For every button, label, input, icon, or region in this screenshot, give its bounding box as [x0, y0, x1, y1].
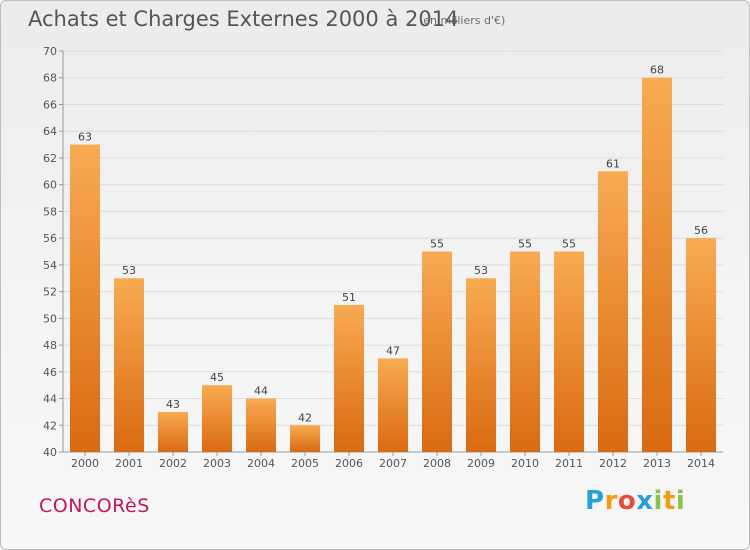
x-tick-label: 2014 — [687, 457, 715, 470]
bar — [378, 358, 408, 452]
y-tick-label: 44 — [43, 393, 57, 406]
data-label: 43 — [166, 398, 180, 411]
x-tick-labels: 2000 2001 2002 2003 2004 2005 2006 2007 2008 2009… — [71, 457, 715, 470]
data-label: 45 — [210, 371, 224, 384]
x-tick-label: 2012 — [599, 457, 627, 470]
logo-letter: x — [636, 486, 654, 516]
logo-letter: i — [653, 486, 663, 516]
y-tick-label: 42 — [43, 419, 57, 432]
bar — [598, 171, 628, 453]
x-tick-label: 2008 — [423, 457, 451, 470]
data-label: 63 — [78, 131, 92, 144]
y-tick-label: 60 — [43, 179, 57, 192]
data-label: 51 — [342, 291, 356, 304]
y-tick-label: 64 — [43, 125, 57, 138]
bar — [510, 251, 540, 452]
x-tick-label: 2009 — [467, 457, 495, 470]
bar — [202, 385, 232, 452]
data-label: 56 — [694, 224, 708, 237]
data-label: 55 — [518, 238, 532, 251]
data-label: 61 — [606, 157, 620, 170]
logo-letter: P — [585, 486, 605, 516]
data-label: 68 — [650, 64, 664, 77]
bar — [466, 278, 496, 452]
y-tick-label: 48 — [43, 339, 57, 352]
data-label: 55 — [562, 238, 576, 251]
data-label: 53 — [122, 264, 136, 277]
x-tick-label: 2000 — [71, 457, 99, 470]
bars — [70, 77, 716, 453]
y-tick-label: 52 — [43, 286, 57, 299]
y-tick-label: 62 — [43, 152, 57, 165]
x-tick-label: 2011 — [555, 457, 583, 470]
x-tick-label: 2010 — [511, 457, 539, 470]
logo-letter: i — [675, 486, 686, 516]
proxiti-logo: Proxiti — [585, 486, 685, 516]
bar — [334, 304, 364, 452]
y-tick-labels: 40 42 44 46 48 50 52 54 56 58 60 62 64 66 68 70 — [43, 45, 57, 459]
y-tick-label: 58 — [43, 205, 57, 218]
y-tick-label: 40 — [43, 446, 57, 459]
bar — [422, 251, 452, 452]
x-tick-label: 2004 — [247, 457, 275, 470]
x-tick-label: 2013 — [643, 457, 671, 470]
y-tick-label: 70 — [43, 45, 57, 58]
x-tick-label: 2001 — [115, 457, 143, 470]
bar — [70, 144, 100, 453]
bar — [290, 425, 320, 452]
y-tick-label: 50 — [43, 312, 57, 325]
y-tick-label: 54 — [43, 259, 57, 272]
data-label: 55 — [430, 238, 444, 251]
logo-letter: o — [617, 486, 637, 516]
bar — [686, 238, 716, 452]
logo-letter: t — [662, 486, 676, 516]
bar — [246, 398, 276, 452]
y-tick-label: 68 — [43, 72, 57, 85]
data-label: 47 — [386, 344, 400, 357]
x-tick-label: 2002 — [159, 457, 187, 470]
chart-title: Achats et Charges Externes 2000 à 2014 — [28, 7, 459, 31]
bar — [642, 77, 672, 452]
bar — [114, 278, 144, 452]
data-labels: 63 53 43 45 44 42 51 47 55 53 55 55 61 68 56 — [78, 64, 708, 425]
y-tick-label: 56 — [43, 232, 57, 245]
chart-subtitle: (en milliers d'€) — [419, 14, 506, 27]
x-tick-label: 2005 — [291, 457, 319, 470]
y-tick-label: 66 — [43, 98, 57, 111]
x-tick-label: 2006 — [335, 457, 363, 470]
x-tick-label: 2007 — [379, 457, 407, 470]
bar — [158, 411, 188, 452]
bar — [554, 251, 584, 452]
x-tick-label: 2003 — [203, 457, 231, 470]
data-label: 44 — [254, 385, 268, 398]
logo-letter: r — [604, 486, 618, 516]
data-label: 53 — [474, 264, 488, 277]
y-tick-label: 46 — [43, 366, 57, 379]
commune-name: CONCORèS — [39, 495, 150, 517]
data-label: 42 — [298, 411, 312, 424]
